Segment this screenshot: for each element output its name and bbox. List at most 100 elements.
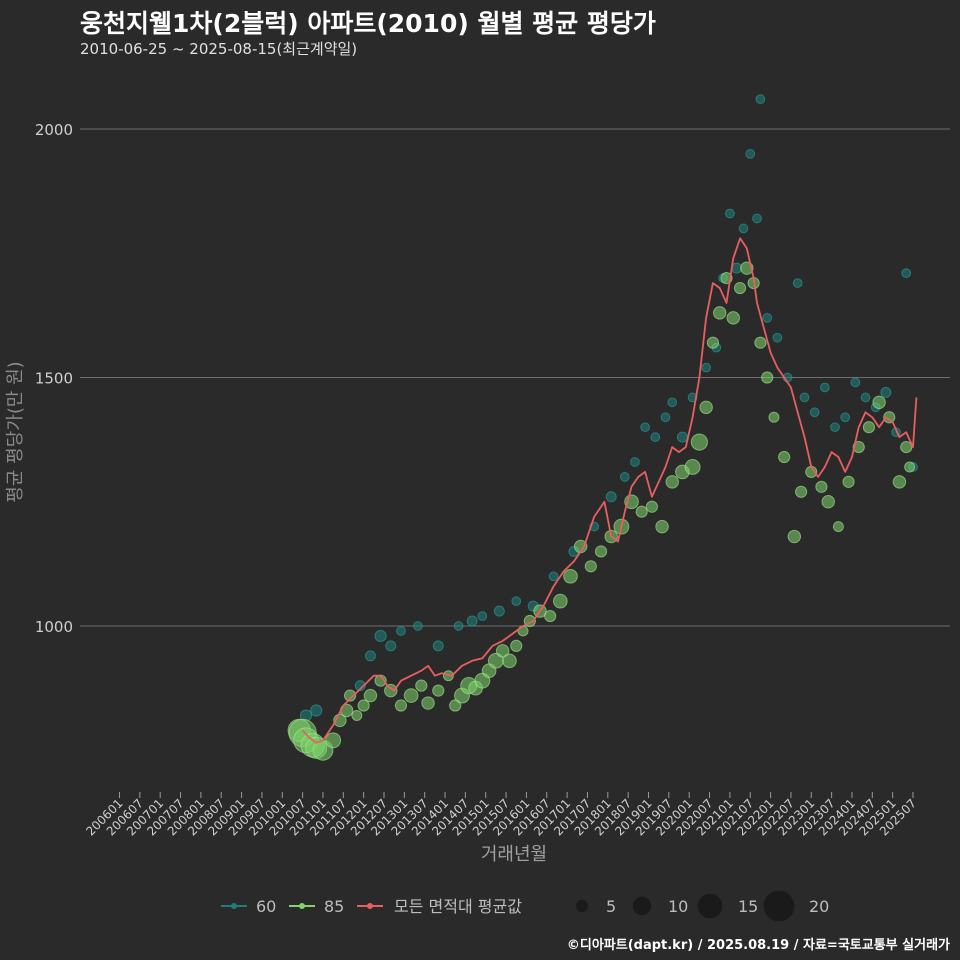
point-85-39 <box>594 545 608 558</box>
point-60-9 <box>453 621 464 631</box>
point-85-49 <box>690 433 708 451</box>
point-85-11 <box>357 699 370 712</box>
legend-size-label-1: 10 <box>668 897 688 916</box>
legend-size-label-3: 20 <box>809 897 829 916</box>
point-85-38 <box>584 560 597 573</box>
average-line-path <box>301 237 918 744</box>
point-60-15 <box>548 571 559 582</box>
point-60-27 <box>701 362 712 373</box>
point-85-66 <box>821 495 835 509</box>
point-85-17 <box>415 679 428 692</box>
point-60-24 <box>667 397 678 408</box>
legend-key-dot-0 <box>231 903 237 909</box>
point-60-39 <box>792 278 803 288</box>
point-85-50 <box>699 400 713 415</box>
series-60-points <box>299 94 918 722</box>
legend: 60 85 모든 면적대 평균값 5 10 15 20 <box>221 890 829 922</box>
point-60-1 <box>310 704 323 717</box>
point-85-55 <box>733 281 747 295</box>
legend-label-1: 85 <box>324 897 344 916</box>
point-60-10 <box>466 615 478 627</box>
point-85-59 <box>761 371 774 384</box>
point-85-29 <box>502 653 517 669</box>
point-60-7 <box>413 621 423 631</box>
y-tick-label-1500: 1500 <box>35 370 73 388</box>
series-85-points <box>287 261 916 761</box>
point-60-35 <box>755 94 766 105</box>
point-60-13 <box>511 596 522 607</box>
point-60-50 <box>901 268 912 278</box>
legend-size-dot-3 <box>763 890 795 922</box>
point-85-6 <box>325 732 342 749</box>
point-85-43 <box>635 505 648 518</box>
x-axis-ticks: 2006012006072007012007072008012008072009… <box>83 792 919 839</box>
point-60-20 <box>630 457 640 467</box>
legend-key-dot-2 <box>367 903 373 909</box>
y-axis-ticks: 1000 1500 2000 <box>35 121 73 636</box>
point-85-10 <box>351 709 363 721</box>
point-60-2 <box>354 680 366 692</box>
point-85-44 <box>645 500 658 513</box>
y-tick-label-2000: 2000 <box>35 121 73 139</box>
point-60-36 <box>762 313 773 323</box>
point-85-14 <box>384 683 398 698</box>
point-60-4 <box>374 629 387 643</box>
point-85-70 <box>862 421 876 434</box>
chart-title: 웅천지웰1차(2블럭) 아파트(2010) 월별 평균 평당가 <box>80 9 656 38</box>
legend-key-dot-1 <box>299 903 305 909</box>
point-60-34 <box>752 213 762 224</box>
legend-label-0: 60 <box>256 897 276 916</box>
y-tick-label-1000: 1000 <box>35 618 73 636</box>
point-85-63 <box>794 485 808 498</box>
point-60-3 <box>364 650 376 662</box>
point-60-11 <box>477 611 488 621</box>
point-85-72 <box>883 411 896 424</box>
point-85-9 <box>343 689 357 702</box>
point-60-23 <box>660 412 671 423</box>
point-85-45 <box>655 519 669 534</box>
point-60-25 <box>676 431 688 443</box>
point-85-67 <box>832 521 844 533</box>
point-85-19 <box>432 684 445 697</box>
point-85-35 <box>552 593 568 609</box>
point-60-30 <box>725 208 735 219</box>
point-85-16 <box>403 688 419 703</box>
y-axis-label: 평균 평당가(만 원) <box>5 361 26 502</box>
x-axis-label: 거래년월 <box>481 844 547 865</box>
point-60-32 <box>738 223 749 234</box>
point-85-52 <box>712 306 727 320</box>
point-60-8 <box>432 640 444 652</box>
series-average-line <box>301 237 918 744</box>
chart-caption: ©디아파트(dapt.kr) / 2025.08.19 / 자료=국토교통부 실… <box>566 938 950 953</box>
point-85-30 <box>510 639 523 652</box>
chart-subtitle: 2010-06-25 ~ 2025-08-15(최근계약일) <box>80 40 358 58</box>
legend-size-dot-2 <box>697 893 723 919</box>
point-85-21 <box>449 699 462 712</box>
point-85-28 <box>495 644 510 658</box>
point-85-51 <box>706 336 720 349</box>
point-60-40 <box>799 392 810 403</box>
point-85-71 <box>872 395 886 410</box>
point-60-12 <box>493 605 505 617</box>
point-85-62 <box>787 529 802 544</box>
point-60-33 <box>745 148 756 159</box>
legend-size-label-2: 15 <box>738 897 758 916</box>
point-85-15 <box>394 699 408 712</box>
point-60-41 <box>809 407 820 418</box>
point-60-42 <box>819 382 830 393</box>
point-60-6 <box>396 626 406 636</box>
legend-label-2: 모든 면적대 평균값 <box>394 897 522 916</box>
point-60-37 <box>772 332 783 343</box>
point-85-34 <box>544 609 557 623</box>
point-85-54 <box>726 311 740 325</box>
point-85-58 <box>754 336 767 349</box>
point-60-18 <box>605 491 617 503</box>
point-60-22 <box>650 432 661 443</box>
point-85-61 <box>778 450 791 464</box>
point-85-12 <box>363 688 378 703</box>
point-60-19 <box>619 472 630 482</box>
point-85-75 <box>904 461 916 473</box>
point-85-60 <box>768 411 780 423</box>
legend-size-dot-0 <box>575 899 589 913</box>
